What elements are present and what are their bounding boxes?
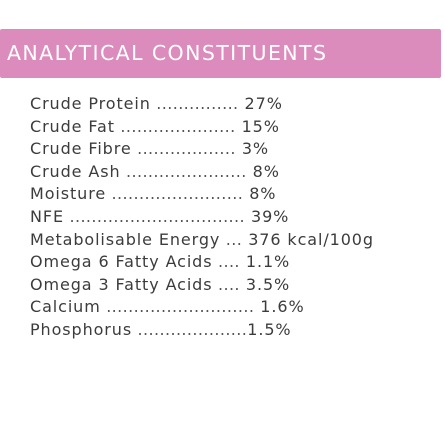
constituent-row-nfe: NFE ................................ 39% xyxy=(30,206,374,229)
constituent-row-crude-fibre: Crude Fibre .................. 3% xyxy=(30,138,374,161)
dot-leader: .... xyxy=(212,274,240,294)
constituent-value: 27% xyxy=(238,94,283,113)
constituent-row-moisture: Moisture ........................ 8% xyxy=(30,183,374,206)
dot-leader: ............... xyxy=(150,94,239,113)
constituent-value: 1.5% xyxy=(247,319,292,339)
constituent-label: NFE xyxy=(30,206,64,226)
constituent-label: Omega 6 Fatty Acids xyxy=(30,252,213,272)
constituent-label: Calcium xyxy=(30,297,101,317)
dot-leader: ........................ xyxy=(106,184,244,204)
constituent-value: 8% xyxy=(243,184,277,204)
constituent-label: Crude Fibre xyxy=(30,139,132,159)
dot-leader: ... xyxy=(220,229,243,249)
constituent-value: 8% xyxy=(246,161,280,181)
dot-leader: ................................ xyxy=(63,206,246,226)
constituent-row-crude-ash: Crude Ash ...................... 8% xyxy=(30,161,374,184)
constituent-value: 3.5% xyxy=(239,274,291,294)
constituent-label: Crude Fat xyxy=(30,116,115,136)
dot-leader: .... xyxy=(212,252,240,272)
constituent-row-calcium: Calcium ........................... 1.6% xyxy=(30,296,374,319)
constituent-value: 3% xyxy=(235,139,269,159)
constituent-label: Moisture xyxy=(30,184,107,204)
constituent-label: Omega 3 Fatty Acids xyxy=(30,274,213,294)
dot-leader: ...................... xyxy=(120,161,247,181)
constituent-row-omega-6: Omega 6 Fatty Acids .... 1.1% xyxy=(30,251,374,274)
constituent-label: Crude Protein xyxy=(30,94,151,113)
constituent-row-omega-3: Omega 3 Fatty Acids .... 3.5% xyxy=(30,274,374,297)
dot-leader: .................... xyxy=(132,319,248,339)
constituent-value: 39% xyxy=(245,206,290,226)
dot-leader: .................. xyxy=(131,139,236,159)
dot-leader: ..................... xyxy=(114,116,236,136)
constituent-label: Crude Ash xyxy=(30,161,121,181)
constituent-value: 376 kcal/100g xyxy=(242,229,374,249)
constituents-list: Crude Protein ............... 27% Crude … xyxy=(30,93,374,342)
constituent-value: 1.6% xyxy=(254,297,305,317)
constituent-row-metabolisable-energy: Metabolisable Energy ... 376 kcal/100g xyxy=(30,229,374,252)
constituent-label: Phosphorus xyxy=(30,319,133,339)
constituent-label: Metabolisable Energy xyxy=(30,229,221,249)
constituent-value: 15% xyxy=(235,116,280,136)
constituent-row-crude-protein: Crude Protein ............... 27% xyxy=(30,93,374,116)
section-title: ANALYTICAL CONSTITUENTS xyxy=(7,41,328,65)
constituent-row-crude-fat: Crude Fat ..................... 15% xyxy=(30,116,374,139)
constituent-value: 1.1% xyxy=(239,252,291,272)
dot-leader: ........................... xyxy=(100,297,255,317)
header-bar: ANALYTICAL CONSTITUENTS xyxy=(0,29,441,78)
constituent-row-phosphorus: Phosphorus ....................1.5% xyxy=(30,319,374,342)
